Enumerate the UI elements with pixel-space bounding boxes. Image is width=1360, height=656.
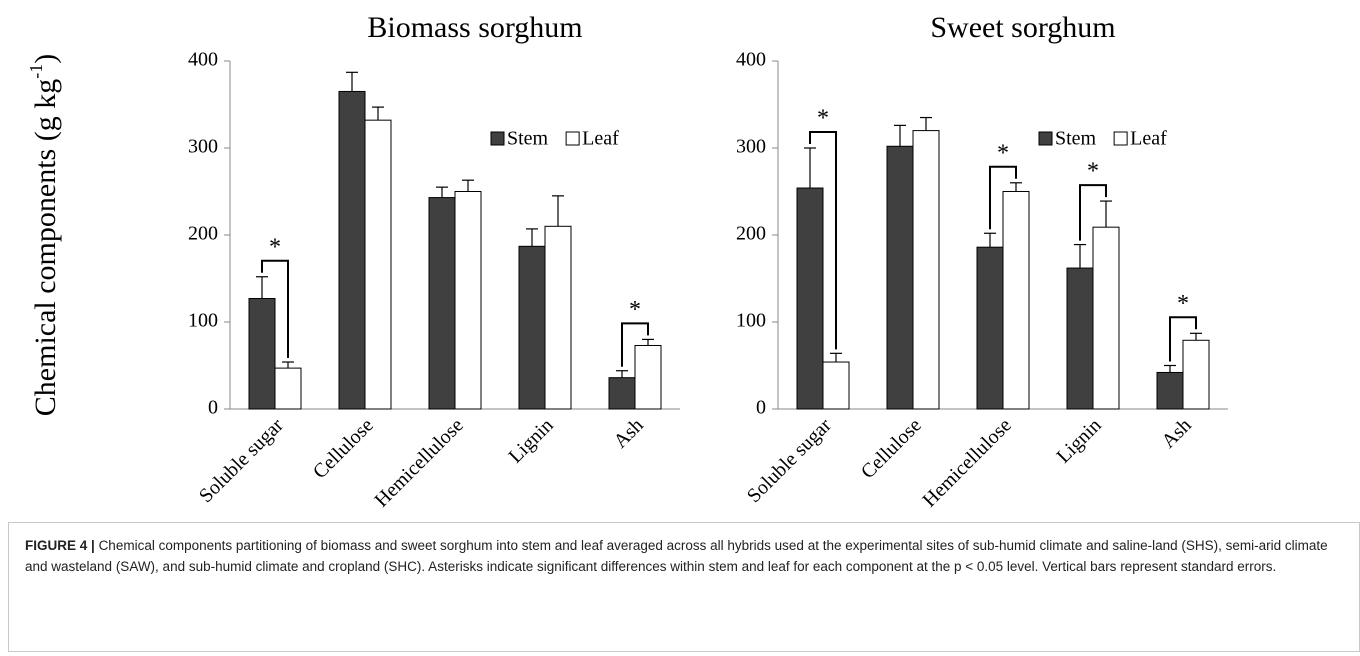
bar — [1066, 267, 1094, 410]
bar — [518, 245, 546, 410]
bar — [912, 130, 940, 410]
significance-bracket — [261, 259, 289, 359]
legend-label: Leaf — [582, 128, 619, 150]
significance-label: * — [629, 297, 641, 323]
x-tick-label: Lignin — [505, 414, 558, 467]
x-tick-label: Hemicellulose — [371, 414, 468, 511]
y-tick-label: 400 — [736, 49, 766, 71]
y-tick-label: 100 — [188, 310, 218, 332]
figure: Chemical components (g kg-1) Biomass sor… — [26, 11, 1228, 511]
bar — [634, 344, 662, 410]
x-tick-label: Cellulose — [857, 414, 926, 483]
legend-swatch — [565, 131, 580, 146]
y-label-text: Chemical components (g kg — [29, 79, 62, 416]
y-label-end: ) — [29, 54, 62, 64]
bar — [608, 377, 636, 410]
caption-label: FIGURE 4 | — [25, 538, 95, 553]
y-tick-label: 200 — [188, 223, 218, 245]
chart-title: Biomass sorghum — [367, 11, 582, 44]
significance-label: * — [269, 234, 281, 260]
bar — [976, 246, 1004, 410]
legend-label: Stem — [1055, 128, 1097, 150]
x-tick-label: Hemicellulose — [919, 414, 1016, 511]
bar — [822, 361, 850, 410]
x-tick-label: Ash — [1157, 414, 1195, 452]
legend-swatch — [490, 131, 505, 146]
significance-label: * — [997, 140, 1009, 166]
y-tick-label: 200 — [736, 223, 766, 245]
bar — [1156, 371, 1184, 410]
bar — [454, 191, 482, 410]
bar — [248, 298, 276, 410]
bar — [544, 225, 572, 410]
y-tick-label: 300 — [736, 136, 766, 158]
significance-bracket — [809, 131, 837, 350]
x-tick-label: Lignin — [1053, 414, 1106, 467]
y-tick-label: 300 — [188, 136, 218, 158]
y-label-sup: -1 — [26, 64, 46, 79]
bar — [1182, 339, 1210, 410]
legend-label: Leaf — [1130, 128, 1167, 150]
bar — [1092, 226, 1120, 410]
bar — [364, 119, 392, 410]
x-tick-label: Cellulose — [309, 414, 378, 483]
bar — [796, 187, 824, 410]
significance-label: * — [817, 106, 829, 132]
significance-label: * — [1087, 159, 1099, 185]
significance-label: * — [1177, 291, 1189, 317]
legend-swatch — [1038, 131, 1053, 146]
legend-label: Stem — [507, 128, 549, 150]
y-tick-label: 0 — [208, 397, 218, 419]
chart-title: Sweet sorghum — [930, 11, 1115, 44]
y-tick-label: 100 — [736, 310, 766, 332]
x-tick-label: Soluble sugar — [195, 414, 288, 507]
caption: FIGURE 4 | Chemical components partition… — [8, 522, 1360, 652]
bar — [428, 197, 456, 410]
significance-bracket — [621, 322, 649, 367]
significance-bracket — [1079, 184, 1107, 241]
y-tick-label: 0 — [756, 397, 766, 419]
caption-text: Chemical components partitioning of biom… — [25, 538, 1328, 574]
legend-swatch — [1113, 131, 1128, 146]
significance-bracket — [1169, 316, 1197, 362]
bar — [274, 367, 302, 410]
y-axis-label: Chemical components (g kg-1) — [26, 54, 62, 416]
y-tick-label: 400 — [188, 49, 218, 71]
x-tick-label: Soluble sugar — [743, 414, 836, 507]
bar — [886, 145, 914, 410]
bar — [1002, 191, 1030, 410]
significance-bracket — [989, 165, 1017, 230]
x-tick-label: Ash — [609, 414, 647, 452]
bar — [338, 90, 366, 410]
